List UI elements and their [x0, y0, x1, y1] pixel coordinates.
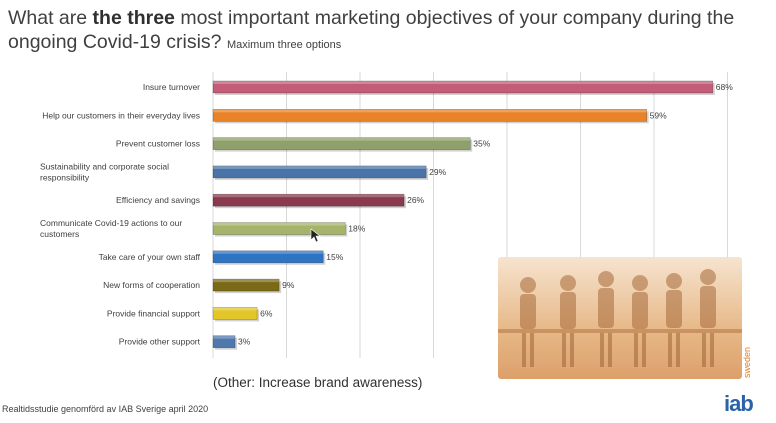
category-label-line: responsibility [40, 172, 90, 182]
category-label-line: Help our customers in their everyday liv… [42, 110, 200, 120]
iab-logo: iab sweden [722, 347, 772, 420]
chart-title: What are the three most important market… [8, 6, 768, 57]
bar [212, 335, 236, 349]
title-note: Maximum three options [226, 39, 342, 51]
bar-highlight [213, 222, 346, 226]
category-label-line: Communicate Covid-19 actions to our [40, 218, 182, 228]
people-photo [498, 257, 742, 379]
bar [212, 193, 405, 207]
other-note: (Other: Increase brand awareness) [213, 375, 423, 390]
logo-text: iab [724, 391, 754, 416]
bar-highlight [213, 109, 647, 113]
title-bold: the three [92, 7, 175, 29]
bar-highlight [213, 194, 405, 198]
data-label: 26% [407, 195, 424, 205]
bar-highlight [213, 250, 324, 254]
bar [212, 137, 471, 150]
category-label-line: Provide other support [119, 337, 201, 347]
category-label: Sustainability and corporate social respo… [40, 161, 169, 182]
category-label: Efficiency and savings [116, 195, 200, 205]
bar-highlight [213, 307, 258, 311]
data-label: 15% [326, 252, 343, 262]
bar [212, 109, 647, 122]
category-label: Provide financial support [107, 308, 201, 318]
category-label: Communicate Covid-19 actions to our custo… [40, 218, 182, 239]
data-label: 29% [429, 167, 446, 177]
bar [212, 165, 427, 179]
logo-sub: sweden [742, 346, 752, 378]
bar [212, 307, 258, 320]
category-label: Prevent customer loss [116, 139, 200, 149]
data-label: 68% [716, 82, 733, 92]
mouse-cursor-icon [310, 228, 321, 243]
category-label: Take care of your own staff [99, 252, 201, 262]
bar-highlight [213, 81, 713, 84]
bar-highlight [213, 335, 236, 339]
bar-highlight [213, 279, 280, 283]
category-label-line: New forms of cooperation [103, 280, 200, 290]
bar-highlight [213, 137, 471, 141]
category-label-line: Take care of your own staff [99, 252, 201, 262]
category-label-line: customers [40, 229, 79, 239]
category-label: Provide other support [119, 337, 201, 347]
bar-highlight [213, 165, 427, 169]
data-label: 59% [650, 110, 667, 120]
data-label: 9% [282, 280, 295, 290]
category-label-line: Prevent customer loss [116, 139, 200, 149]
category-label-line: Provide financial support [107, 308, 201, 318]
source-note: Realtidsstudie genomförd av IAB Sverige … [2, 404, 209, 414]
category-label: Insure turnover [143, 82, 200, 92]
bar [212, 250, 324, 264]
category-label-line: Sustainability and corporate social [40, 161, 169, 171]
bar [212, 278, 280, 292]
bar [212, 80, 714, 94]
data-label: 6% [260, 308, 273, 318]
title-line2: ongoing Covid-19 crisis? [8, 31, 222, 53]
category-label-line: Insure turnover [143, 82, 200, 92]
title-part2: most important marketing objectives of y… [174, 7, 735, 29]
data-label: 3% [238, 337, 251, 347]
category-label-line: Efficiency and savings [116, 195, 200, 205]
data-label: 18% [348, 224, 365, 234]
category-label: Help our customers in their everyday liv… [42, 110, 200, 120]
title-part1: What are [8, 7, 93, 29]
data-label: 35% [473, 139, 490, 149]
people-illustration [498, 269, 742, 367]
category-label: New forms of cooperation [103, 280, 200, 290]
